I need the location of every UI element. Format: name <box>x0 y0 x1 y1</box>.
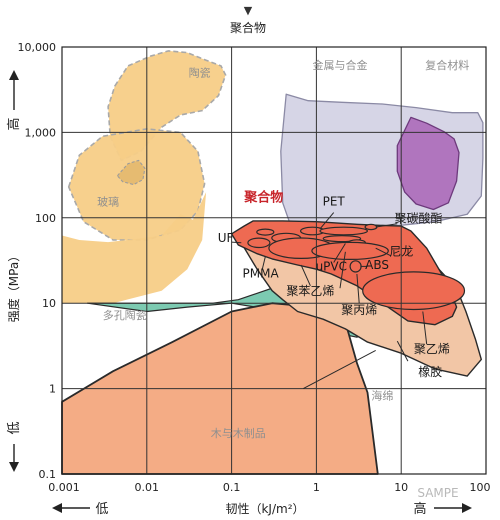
top-marker: ▼ <box>244 4 253 17</box>
polymer-ellipse-11 <box>364 223 378 231</box>
top-label: 聚合物 <box>230 20 266 35</box>
x-tick-label-5: 10 <box>394 481 408 494</box>
polymer-label-2: PET <box>323 194 346 208</box>
polymer-label-4: UF <box>218 231 234 245</box>
leader-line-13 <box>396 340 409 362</box>
y-tick-label-2: 1 <box>49 383 56 396</box>
x-tick-label-4: 1 <box>313 481 320 494</box>
y-low-arrowhead <box>9 462 19 472</box>
material-regions <box>61 50 484 475</box>
region-porous-ceramic <box>62 192 207 304</box>
y-low-label: 低 <box>7 421 22 434</box>
y-tick-label-5: 1,000 <box>25 126 57 139</box>
leader-lines <box>231 212 428 390</box>
region-glass-spot <box>116 159 146 186</box>
region-label-composite: 复合材料 <box>425 58 469 72</box>
leader-line-3 <box>231 241 242 244</box>
x-high-arrowhead <box>462 503 472 513</box>
region-label-metal: 金属与合金 <box>313 58 368 72</box>
y-high-arrowhead <box>9 70 19 80</box>
y-high-label: 高 <box>6 117 22 130</box>
polymer-label-8: ABS <box>365 258 389 272</box>
region-glass <box>67 128 206 241</box>
x-low-label: 低 <box>95 502 108 517</box>
y-tick-label-4: 100 <box>35 212 56 225</box>
polymer-ellipses <box>247 223 466 311</box>
polymer-label-11: 聚乙烯 <box>414 342 450 356</box>
polymer-label-5: 尼龙 <box>389 245 413 259</box>
polymer-ellipse-9 <box>349 260 362 273</box>
x-tick-labels: 0.001 0.01 0.1 1 10 100 <box>48 481 490 494</box>
polymer-ellipse-10 <box>311 241 389 260</box>
leader-line-5 <box>375 247 391 257</box>
polymer-label-10: 聚丙烯 <box>341 303 377 317</box>
x-tick-label-3: 0.1 <box>223 481 241 494</box>
x-axis-label: 韧性（kJ/m²） <box>225 502 304 516</box>
polymer-ellipse-2 <box>256 228 275 236</box>
y-axis-title: 高 强度（MPa） 低 <box>6 70 22 472</box>
region-label-porous-ceramic: 多孔陶瓷 <box>103 308 147 322</box>
leader-line-2 <box>375 223 398 228</box>
watermark: SAMPE <box>417 486 458 500</box>
leader-line-6 <box>333 243 346 263</box>
polymer-ellipse-6 <box>319 226 369 236</box>
x-axis-title: 低 韧性（kJ/m²） 高 <box>52 501 472 517</box>
polymer-label-3: 聚碳酸酯 <box>394 211 442 226</box>
polymer-label-12: 橡胶 <box>418 364 442 379</box>
leader-line-12 <box>303 349 376 390</box>
x-tick-label-6: 100 <box>470 481 491 494</box>
polymer-label-7: uPVC <box>316 260 347 274</box>
x-tick-label-2: 0.01 <box>135 481 160 494</box>
x-high-label: 高 <box>413 501 426 517</box>
leader-line-1 <box>319 212 335 230</box>
x-tick-label-1: 0.001 <box>48 481 80 494</box>
region-label-wood: 木与木制品 <box>211 427 266 440</box>
leader-line-10 <box>422 311 428 345</box>
region-composite <box>396 116 460 211</box>
leader-line-8 <box>300 264 311 287</box>
y-tick-labels: 0.1 1 10 100 1,000 10,000 <box>18 41 57 481</box>
leader-line-9 <box>356 273 360 304</box>
region-label-ceramic: 陶瓷 <box>189 66 211 80</box>
region-label-foam: 海绵 <box>371 388 393 402</box>
y-tick-label-3: 10 <box>42 297 56 310</box>
polymer-label-1: 聚合物 <box>243 190 283 206</box>
leader-line-11 <box>339 251 346 289</box>
region-label-glass: 玻璃 <box>97 194 119 208</box>
y-tick-label-6: 10,000 <box>18 41 57 54</box>
plot-frame <box>61 46 487 475</box>
x-low-arrowhead <box>52 503 62 513</box>
y-axis-label: 强度（MPa） <box>6 250 21 322</box>
polymer-label-6: PMMA <box>243 267 280 281</box>
polymer-ellipse-12 <box>362 271 466 311</box>
polymer-ellipse-1 <box>247 237 271 249</box>
polymer-label-9: 聚苯乙烯 <box>286 284 334 298</box>
leader-line-4 <box>261 256 266 270</box>
y-tick-label-1: 0.1 <box>39 468 57 481</box>
